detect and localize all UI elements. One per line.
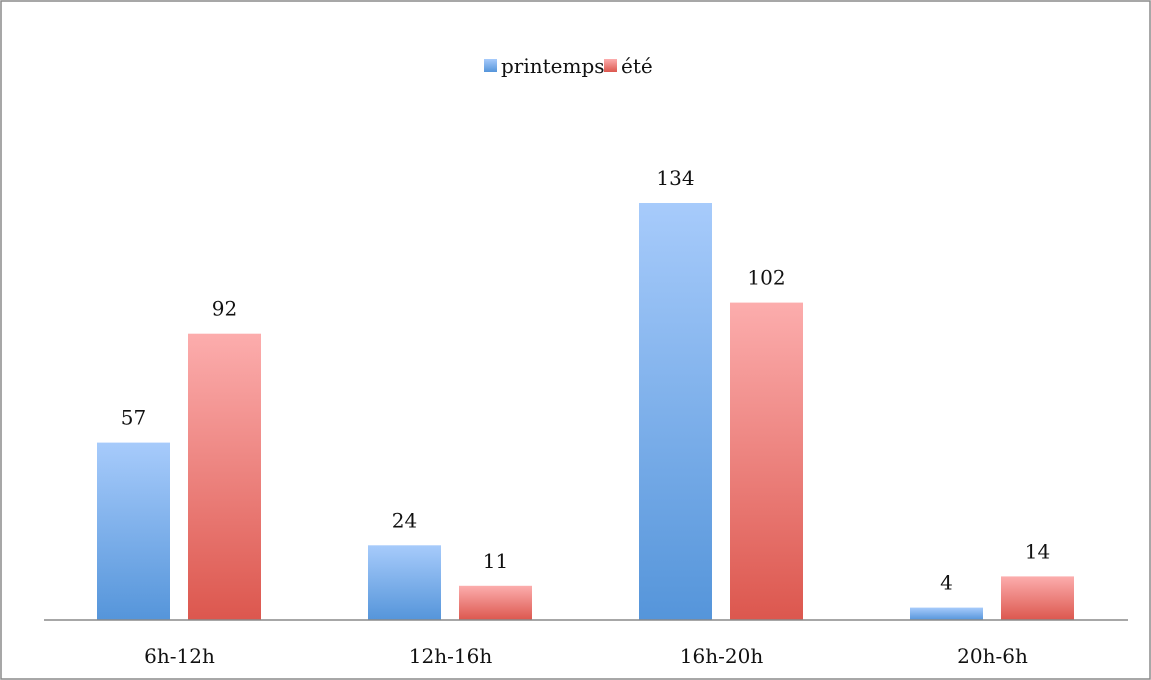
bars-group: [97, 203, 1074, 620]
bar-ete-16h-20h: [730, 302, 803, 620]
bar-printemps-16h-20h: [639, 203, 712, 620]
x-tick-label-12h-16h: 12h-16h: [409, 644, 493, 668]
legend-label-printemps: printemps: [501, 54, 605, 78]
legend-label-ete: été: [621, 54, 653, 78]
data-label-printemps-12h-16h: 24: [392, 508, 417, 532]
x-tick-label-6h-12h: 6h-12h: [144, 644, 215, 668]
bar-printemps-20h-6h: [910, 607, 983, 620]
data-label-ete-20h-6h: 14: [1025, 539, 1050, 563]
bar-ete-6h-12h: [188, 333, 261, 620]
bar-ete-12h-16h: [459, 585, 532, 620]
x-axis-tick-labels: 6h-12h 12h-16h 16h-20h 20h-6h: [144, 644, 1028, 668]
data-label-printemps-16h-20h: 134: [656, 166, 694, 190]
legend-swatch-ete: [604, 59, 617, 72]
bar-printemps-12h-16h: [368, 545, 441, 620]
legend: printemps été: [484, 54, 653, 78]
legend-swatch-printemps: [484, 59, 497, 72]
bar-ete-20h-6h: [1001, 576, 1074, 620]
data-labels-group: 57 92 24 11 134 102 4 14: [121, 166, 1050, 595]
data-label-printemps-6h-12h: 57: [121, 406, 146, 430]
x-tick-label-20h-6h: 20h-6h: [957, 644, 1028, 668]
data-label-ete-12h-16h: 11: [483, 549, 508, 573]
data-label-ete-16h-20h: 102: [747, 266, 785, 290]
data-label-printemps-20h-6h: 4: [940, 571, 953, 595]
data-label-ete-6h-12h: 92: [212, 297, 237, 321]
x-tick-label-16h-20h: 16h-20h: [680, 644, 764, 668]
bar-printemps-6h-12h: [97, 442, 170, 620]
